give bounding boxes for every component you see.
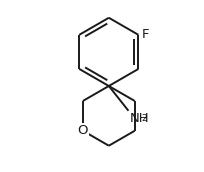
Text: NH: NH — [129, 112, 149, 125]
Text: O: O — [78, 124, 88, 137]
Text: F: F — [141, 28, 149, 41]
Text: 2: 2 — [141, 115, 146, 123]
